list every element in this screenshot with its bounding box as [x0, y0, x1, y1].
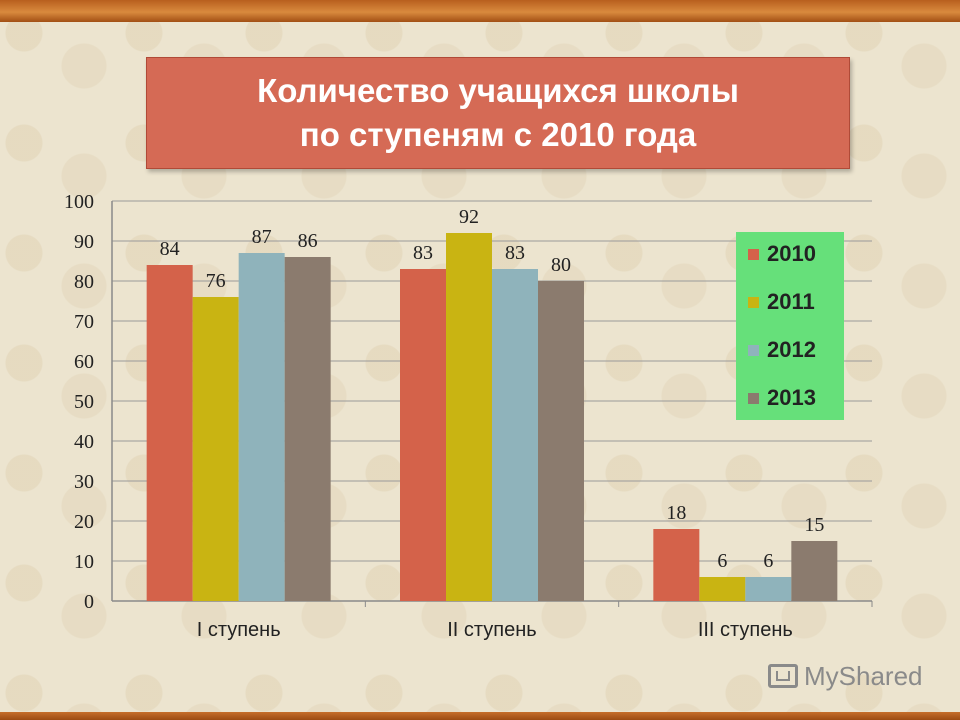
data-label: 86 — [298, 230, 318, 252]
legend-swatch — [748, 392, 759, 404]
y-tick-label: 20 — [74, 511, 94, 533]
y-tick-label: 100 — [64, 191, 94, 213]
watermark-text: MyShared — [804, 660, 923, 691]
y-tick-label: 50 — [74, 391, 94, 413]
data-label: 6 — [763, 550, 773, 572]
data-label: 83 — [505, 242, 525, 264]
category-label: II ступень — [447, 619, 536, 641]
data-label: 87 — [252, 226, 272, 248]
legend-swatch — [748, 248, 759, 260]
bar-2013-0 — [284, 257, 331, 601]
bar-2011-0 — [192, 297, 239, 601]
y-tick-label: 90 — [74, 231, 94, 253]
chart-legend: 2010 2011 2012 2013 — [736, 232, 844, 420]
chart-title-line1: Количество учащихся школы — [257, 72, 739, 109]
bar-2013-1 — [538, 281, 584, 601]
data-label: 92 — [459, 206, 479, 228]
chart-title: Количество учащихся школы по ступеням с … — [146, 57, 850, 169]
y-tick-label: 0 — [84, 591, 94, 613]
y-tick-label: 40 — [74, 431, 94, 453]
data-label: 18 — [666, 502, 686, 524]
bar-2012-2 — [745, 577, 792, 601]
legend-item-2011: 2011 — [748, 289, 815, 314]
legend-item-2013: 2013 — [748, 385, 816, 410]
bar-2010-0 — [146, 265, 193, 601]
legend-label: 2011 — [767, 289, 815, 314]
data-label: 84 — [160, 238, 180, 260]
legend-item-2010: 2010 — [748, 241, 816, 266]
bar-2012-1 — [492, 269, 538, 601]
legend-label: 2012 — [767, 337, 816, 362]
top-decorative-bar — [0, 0, 960, 22]
legend-swatch — [748, 344, 759, 356]
legend-label: 2013 — [767, 385, 816, 410]
y-tick-label: 30 — [74, 471, 94, 493]
category-label: III ступень — [698, 619, 793, 641]
data-label: 80 — [551, 254, 571, 276]
y-tick-label: 10 — [74, 551, 94, 573]
legend-label: 2010 — [767, 241, 816, 266]
legend-swatch — [748, 296, 759, 308]
category-label: I ступень — [197, 619, 281, 641]
presentation-icon — [768, 664, 798, 688]
y-tick-label: 70 — [74, 311, 94, 333]
watermark: MyShared — [768, 656, 938, 696]
chart-title-line2: по ступеням с 2010 года — [299, 116, 697, 153]
bar-2010-2 — [653, 529, 700, 601]
bar-2011-1 — [446, 233, 492, 601]
data-label: 6 — [717, 550, 727, 572]
bar-2011-2 — [699, 577, 746, 601]
data-label: 76 — [206, 270, 226, 292]
legend-item-2012: 2012 — [748, 337, 816, 362]
y-tick-label: 80 — [74, 271, 94, 293]
data-label: 15 — [804, 514, 824, 536]
bar-2010-1 — [400, 269, 446, 601]
bottom-decorative-bar — [0, 712, 960, 720]
bar-2013-2 — [791, 541, 838, 601]
data-label: 83 — [413, 242, 433, 264]
bar-2012-0 — [238, 253, 285, 601]
y-tick-label: 60 — [74, 351, 94, 373]
